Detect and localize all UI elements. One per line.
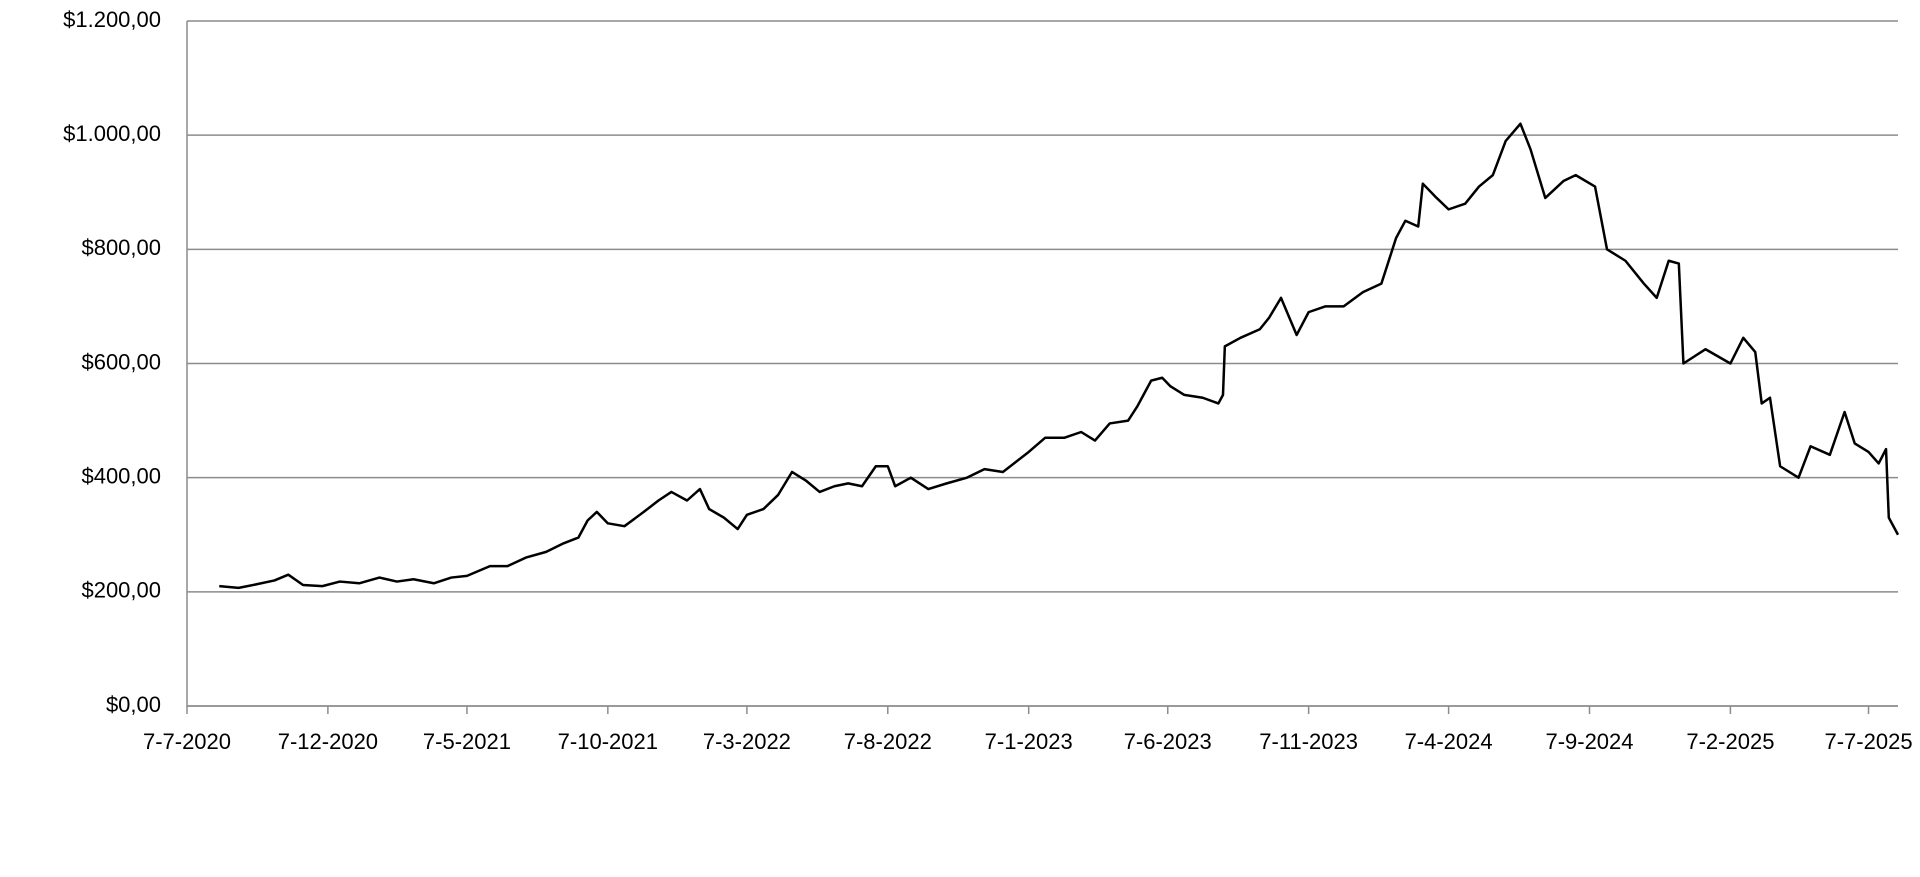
- y-tick-label: $800,00: [81, 235, 161, 260]
- x-tick-label: 7-4-2024: [1405, 729, 1493, 754]
- x-tick-label: 7-6-2023: [1124, 729, 1212, 754]
- x-tick-label: 7-1-2023: [985, 729, 1073, 754]
- x-tick-label: 7-8-2022: [844, 729, 932, 754]
- y-tick-label: $200,00: [81, 578, 161, 603]
- y-tick-label: $0,00: [106, 692, 161, 717]
- y-tick-label: $400,00: [81, 463, 161, 488]
- price-line: [219, 122, 1900, 590]
- x-tick-label: 7-10-2021: [558, 729, 658, 754]
- x-tick-label: 7-7-2020: [143, 729, 231, 754]
- x-tick-label: 7-12-2020: [278, 729, 378, 754]
- x-tick-label: 7-3-2022: [703, 729, 791, 754]
- x-tick-label: 7-9-2024: [1545, 729, 1633, 754]
- x-tick-label: 7-11-2023: [1259, 729, 1358, 754]
- x-tick-label: 7-7-2025: [1824, 729, 1912, 754]
- y-tick-label: $1.200,00: [63, 7, 161, 32]
- x-tick-label: 7-2-2025: [1686, 729, 1774, 754]
- x-tick-label: 7-5-2021: [423, 729, 511, 754]
- y-tick-label: $600,00: [81, 349, 161, 374]
- y-tick-label: $1.000,00: [63, 121, 161, 146]
